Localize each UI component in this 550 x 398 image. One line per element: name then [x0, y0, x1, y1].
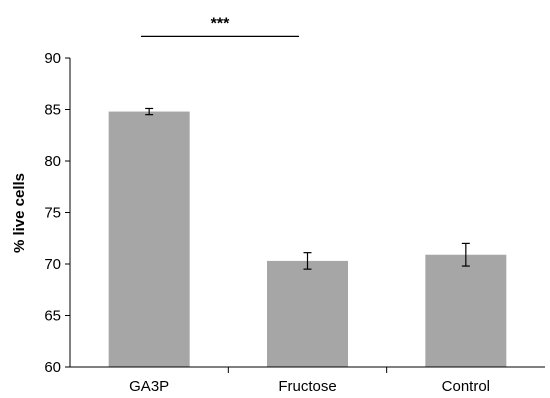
y-tick-label: 80: [44, 153, 61, 170]
error-bar-ga3p: [145, 107, 154, 116]
y-tick-label: 60: [44, 359, 61, 376]
error-bars-group: [145, 107, 470, 270]
y-tick-label: 85: [44, 102, 61, 119]
error-bar-fructose: [303, 252, 312, 270]
y-ticks-group: 60 65 70 75 80 85 90: [44, 50, 70, 376]
y-tick-label: 70: [44, 256, 61, 273]
y-tick-label: 75: [44, 205, 61, 222]
y-axis-label: % live cells: [11, 173, 28, 253]
significance-group: ******: [141, 15, 299, 37]
bars-group: [108, 111, 507, 367]
y-tick-label: 90: [44, 50, 61, 67]
x-tick-label: Control: [442, 378, 490, 395]
x-ticks-group: GA3P Fructose Control: [129, 367, 490, 395]
y-tick-label: 65: [44, 308, 61, 325]
x-tick-label: GA3P: [129, 378, 169, 395]
error-bar-control: [461, 242, 470, 267]
significance-label: ***: [211, 15, 230, 32]
bar-fructose: [267, 260, 348, 367]
bar-control: [425, 254, 507, 367]
x-tick-label: Fructose: [278, 378, 336, 395]
bar-ga3p: [108, 111, 190, 367]
significance-bracket: ***: [141, 15, 299, 37]
